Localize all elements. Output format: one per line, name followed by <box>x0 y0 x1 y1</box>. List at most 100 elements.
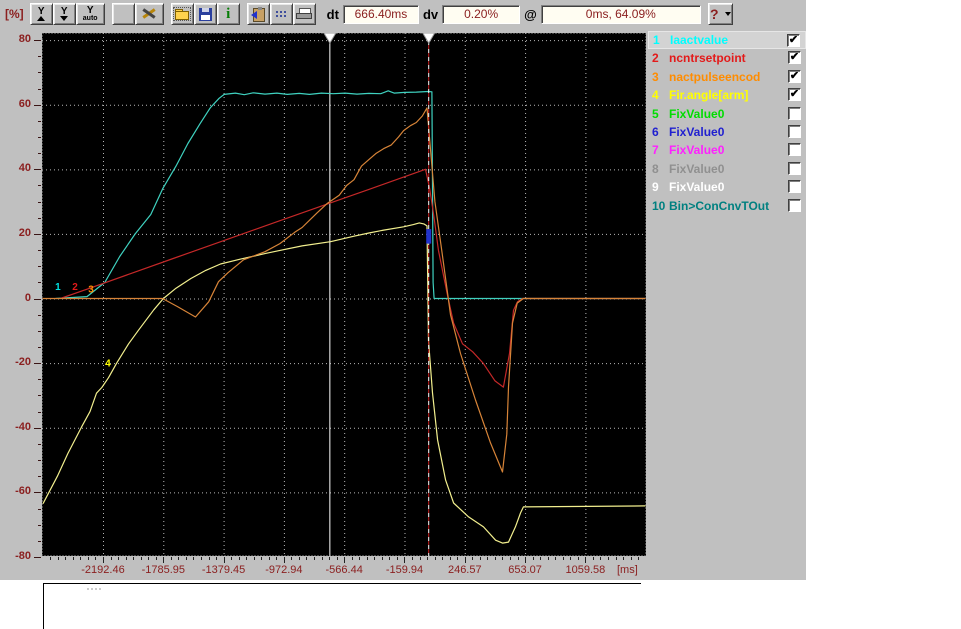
y-axis-label: -60 <box>15 485 31 498</box>
trace-start-marker: 4 <box>105 358 111 369</box>
legend-row-5[interactable]: 5 FixValue0 <box>648 105 806 123</box>
y-major-tick <box>34 427 41 429</box>
y-major-tick <box>34 104 41 106</box>
y-minor-tick <box>38 282 41 284</box>
channel-number: 9 <box>652 180 659 195</box>
channel-label: Bin>ConCnvTOut <box>669 198 770 213</box>
y-axis-label: 20 <box>18 226 31 239</box>
settings-button[interactable] <box>134 3 164 25</box>
y-letter: Y <box>37 6 45 17</box>
y-minor-tick <box>38 508 41 510</box>
channel-checkbox[interactable] <box>788 143 801 157</box>
table-view-button[interactable] <box>269 3 293 25</box>
app-window: [%] Y Y Y auto <box>0 0 806 580</box>
channel-checkbox[interactable] <box>788 125 801 138</box>
y-zoom-up-button[interactable]: Y <box>29 3 53 25</box>
trace-Iaactvalue <box>55 90 646 300</box>
legend-row-2[interactable]: 2 ncntrsetpoint ✔ <box>648 49 806 67</box>
y-minor-tick <box>38 250 41 252</box>
channel-label: Iaactvalue <box>670 33 729 47</box>
cursor-channel-marker <box>426 229 432 244</box>
channel-checkbox[interactable]: ✔ <box>788 88 801 102</box>
grid-style-button[interactable] <box>111 3 135 25</box>
paste-button[interactable] <box>246 3 270 25</box>
x-minor-tick <box>178 557 180 560</box>
channel-checkbox[interactable]: ✔ <box>788 69 801 83</box>
x-minor-tick <box>623 557 625 560</box>
y-zoom-down-button[interactable]: Y <box>52 3 76 25</box>
x-minor-tick <box>336 557 338 560</box>
legend-row-7[interactable]: 7 FixValue0 <box>648 141 806 159</box>
legend-row-1[interactable]: 1 Iaactvalue ✔ <box>648 31 806 49</box>
trace-plot[interactable]: 1 2 3 4 <box>42 33 646 556</box>
x-minor-tick <box>261 557 263 560</box>
x-minor-tick <box>562 557 564 560</box>
print-button[interactable] <box>292 3 316 25</box>
toolbar: [%] Y Y Y auto <box>0 0 806 28</box>
x-minor-tick <box>419 557 421 560</box>
x-minor-tick <box>510 557 511 560</box>
y-major-tick <box>34 298 41 300</box>
y-axis-label: 40 <box>18 162 31 175</box>
x-minor-tick <box>570 557 572 560</box>
x-minor-tick <box>434 557 436 560</box>
y-minor-tick <box>38 217 41 219</box>
channel-checkbox[interactable] <box>788 161 801 175</box>
info-button[interactable]: i <box>216 3 240 25</box>
question-mark-icon: ? <box>710 6 719 22</box>
legend-row-6[interactable]: 6 FixValue0 <box>648 123 806 141</box>
x-minor-tick <box>555 557 557 560</box>
clipboard-icon <box>251 7 266 22</box>
channel-checkbox[interactable] <box>788 198 801 212</box>
trace-ncntrsetpoint <box>60 168 646 388</box>
y-minor-tick <box>38 524 41 526</box>
dt-readout-field[interactable]: 666.40ms <box>342 4 419 24</box>
save-button[interactable] <box>193 3 217 25</box>
cursor-handle-a[interactable] <box>323 33 337 44</box>
y-axis-label: -40 <box>15 420 31 433</box>
legend-row-9[interactable]: 9 FixValue0 <box>648 178 806 196</box>
legend-row-3[interactable]: 3 nactpulseencod ✔ <box>648 68 806 86</box>
channel-label: ncntrsetpoint <box>669 51 746 66</box>
x-axis-label: -159.94 <box>385 564 424 576</box>
x-minor-tick <box>630 557 632 560</box>
legend-row-4[interactable]: 4 Fir.angle[arm] ✔ <box>648 86 806 104</box>
legend-row-10[interactable]: 10 Bin>ConCnvTOut <box>648 197 806 215</box>
x-major-tick <box>223 557 225 563</box>
x-minor-tick <box>427 557 429 560</box>
x-axis-label: -2192.46 <box>81 564 125 576</box>
x-minor-tick <box>329 557 331 560</box>
y-minor-tick <box>38 201 41 203</box>
channel-number: 4 <box>652 88 659 103</box>
x-minor-tick <box>472 557 474 560</box>
channel-checkbox[interactable] <box>788 106 801 120</box>
channel-number: 1 <box>653 33 660 47</box>
x-minor-tick <box>193 557 195 560</box>
y-minor-tick <box>38 185 41 187</box>
channel-number: 8 <box>652 161 659 176</box>
x-minor-tick <box>155 557 157 560</box>
channel-checkbox[interactable] <box>788 180 801 194</box>
x-minor-tick <box>615 557 617 560</box>
dv-readout-field[interactable]: 0.20% <box>442 4 521 24</box>
channel-label: FixValue0 <box>669 125 725 139</box>
open-file-button[interactable] <box>170 3 194 25</box>
cursor-value-readout-field[interactable]: 0ms, 64.09% <box>540 4 701 24</box>
cursor-handle-b[interactable] <box>422 33 436 44</box>
x-axis-label: 246.57 <box>447 564 482 576</box>
x-minor-tick <box>396 557 398 560</box>
x-minor-tick <box>231 557 233 560</box>
channel-checkbox[interactable]: ✔ <box>788 51 801 65</box>
x-minor-tick <box>306 557 308 560</box>
legend-row-8[interactable]: 8 FixValue0 <box>648 160 806 178</box>
help-button[interactable]: ? <box>707 3 733 25</box>
x-minor-tick <box>600 557 602 560</box>
y-auto-scale-button[interactable]: Y auto <box>75 3 105 25</box>
trace-start-marker: 3 <box>88 285 94 296</box>
x-minor-tick <box>208 557 210 560</box>
y-minor-tick <box>38 120 41 122</box>
y-minor-tick <box>38 56 41 58</box>
x-axis-label: -1785.95 <box>141 564 185 576</box>
channel-checkbox[interactable]: ✔ <box>787 34 800 47</box>
